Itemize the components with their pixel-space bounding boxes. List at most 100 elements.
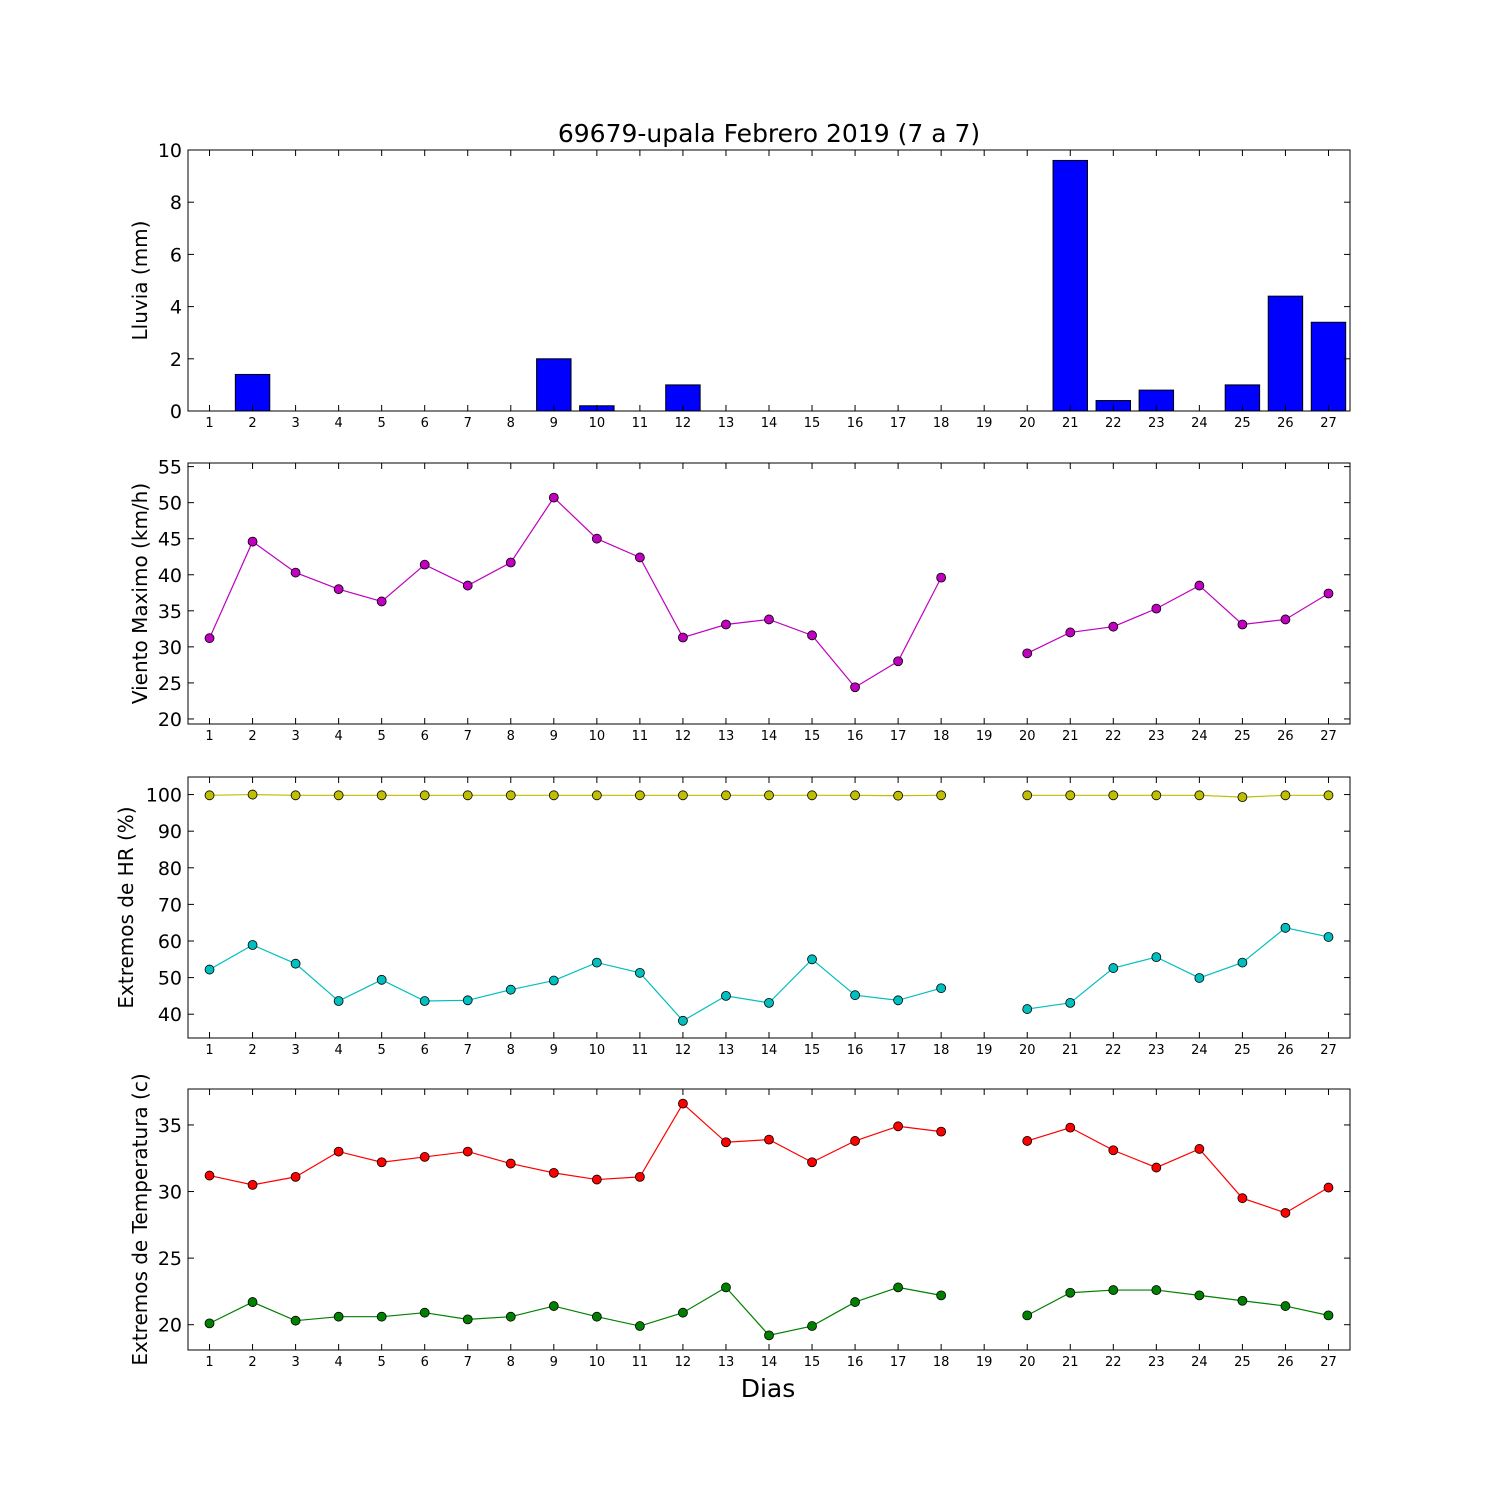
data-point — [634, 552, 645, 563]
data-point — [1323, 932, 1334, 942]
data-point — [204, 790, 215, 801]
y-tick-label: 80 — [158, 858, 182, 880]
x-tick-label: 5 — [378, 416, 386, 431]
x-tick-label: 4 — [334, 1355, 342, 1370]
data-point — [247, 1297, 258, 1307]
x-tick-label: 26 — [1277, 416, 1294, 431]
data-point — [1323, 790, 1334, 801]
x-tick-label: 12 — [675, 729, 692, 744]
y-axis-label: Lluvia (mm) — [128, 221, 152, 341]
data-point — [247, 536, 258, 547]
data-point — [893, 790, 904, 801]
x-tick-label: 14 — [761, 416, 778, 431]
data-point — [1151, 790, 1162, 801]
series-line — [1027, 794, 1329, 798]
data-point — [1108, 790, 1119, 801]
data-point — [893, 1282, 904, 1293]
data-point — [1108, 1285, 1119, 1295]
y-tick-label: 4 — [170, 297, 182, 319]
rain-bar — [1267, 295, 1304, 412]
data-point — [634, 967, 645, 978]
rain-bar — [1310, 321, 1347, 412]
x-tick-label: 11 — [632, 1043, 649, 1058]
data-point — [548, 1301, 559, 1311]
data-point — [1194, 580, 1205, 591]
data-point — [462, 1314, 473, 1325]
y-tick-label: 25 — [158, 1248, 182, 1270]
x-tick-label: 7 — [464, 1043, 472, 1058]
data-point — [548, 492, 559, 503]
series-line — [208, 496, 942, 689]
data-point — [333, 996, 344, 1006]
x-tick-label: 14 — [761, 729, 778, 744]
x-tick-label: 2 — [248, 416, 256, 431]
x-tick-label: 10 — [589, 729, 606, 744]
data-point — [548, 790, 559, 801]
y-tick-label: 50 — [158, 968, 182, 990]
data-point — [1151, 952, 1162, 962]
data-point — [850, 1297, 860, 1307]
y-tick-label: 20 — [158, 1315, 182, 1337]
x-tick-label: 17 — [890, 416, 907, 431]
x-tick-label: 3 — [291, 1043, 299, 1058]
data-point — [505, 1311, 516, 1322]
x-tick-label: 25 — [1234, 1043, 1251, 1058]
y-tick-label: 20 — [158, 709, 182, 731]
data-point — [462, 580, 473, 591]
x-tick-label: 16 — [847, 416, 864, 431]
y-tick-label: 40 — [158, 1004, 182, 1026]
data-point — [1194, 1290, 1205, 1301]
x-tick-label: 27 — [1320, 416, 1337, 431]
data-point — [807, 630, 817, 641]
x-tick-label: 16 — [847, 729, 864, 744]
data-point — [1323, 1182, 1334, 1193]
data-point — [1323, 1310, 1334, 1321]
y-tick-label: 35 — [158, 601, 182, 623]
data-point — [376, 790, 387, 801]
data-point — [591, 957, 602, 968]
x-tick-label: 3 — [291, 729, 299, 744]
data-point — [678, 790, 688, 801]
data-point — [376, 974, 387, 985]
data-point — [1065, 790, 1076, 801]
data-point — [1108, 621, 1119, 632]
y-tick-label: 50 — [158, 493, 182, 515]
x-tick-label: 21 — [1062, 1043, 1079, 1058]
series-line — [1026, 584, 1329, 654]
data-point — [376, 596, 387, 607]
x-tick-label: 24 — [1191, 729, 1208, 744]
x-tick-label: 10 — [589, 1043, 606, 1058]
x-tick-label: 6 — [421, 1355, 429, 1370]
x-tick-label: 7 — [464, 416, 472, 431]
data-point — [850, 682, 860, 693]
data-point — [1065, 1287, 1076, 1298]
data-point — [419, 1307, 430, 1318]
data-point — [721, 790, 731, 801]
data-point — [893, 1121, 904, 1132]
x-tick-label: 26 — [1277, 1043, 1294, 1058]
x-tick-label: 7 — [464, 729, 472, 744]
x-tick-label: 20 — [1019, 1355, 1036, 1370]
data-point — [204, 1318, 215, 1329]
series-1 — [204, 789, 1334, 803]
y-axis-label: Extremos de HR (%) — [114, 806, 138, 1008]
data-point — [807, 790, 817, 801]
x-tick-label: 23 — [1148, 1043, 1165, 1058]
x-tick-label: 4 — [334, 729, 342, 744]
x-tick-label: 17 — [890, 1043, 907, 1058]
data-point — [1194, 1144, 1205, 1154]
series-1 — [204, 1098, 1334, 1218]
series-line — [209, 944, 942, 1022]
data-point — [1065, 627, 1076, 638]
chart-title: 69679-upala Febrero 2019 (7 a 7) — [558, 119, 980, 148]
data-point — [721, 991, 731, 1001]
data-point — [850, 790, 860, 801]
x-tick-label: 6 — [421, 729, 429, 744]
data-point — [936, 790, 947, 801]
data-point — [247, 789, 258, 800]
data-point — [591, 790, 602, 801]
x-axis-label: Dias — [741, 1374, 796, 1403]
x-tick-label: 25 — [1234, 729, 1251, 744]
data-point — [1237, 1295, 1248, 1306]
